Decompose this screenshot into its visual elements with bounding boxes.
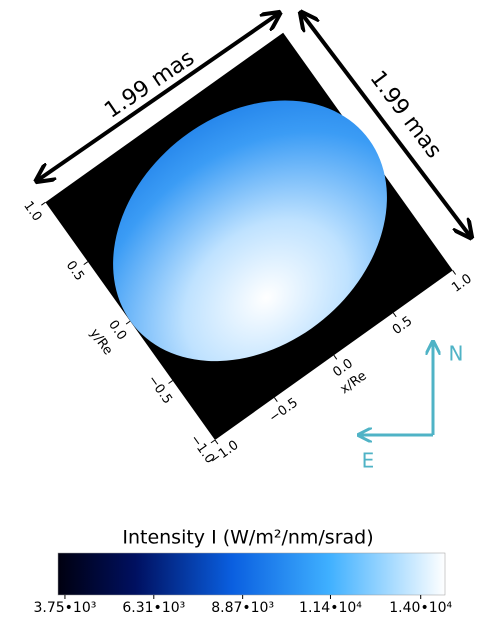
y-tick: [168, 380, 173, 384]
y-tick: [125, 320, 131, 325]
y-tick-label: −0.5: [144, 373, 175, 407]
x-tick: [333, 354, 338, 360]
x-tick: [452, 270, 457, 275]
x-tick-label: 0.5: [390, 314, 416, 338]
y-tick-label: 1.0: [20, 199, 44, 225]
north-label: N: [449, 342, 464, 366]
colorbar-tick-label: 1.40•10⁴: [389, 600, 452, 616]
x-tick: [214, 439, 219, 445]
colorbar-tick-label: 8.87•10³: [211, 600, 274, 616]
y-tick-label: 0.5: [63, 258, 87, 284]
x-tick: [392, 312, 397, 318]
east-label: E: [362, 449, 375, 473]
x-tick-label: 1.0: [449, 271, 475, 295]
colorbar-tick-label: 6.31•10³: [122, 600, 185, 616]
colorbar-tick-label: 3.75•10³: [34, 600, 97, 616]
plot-area: −1.0−0.50.00.51.0−1.0−0.50.00.51.0x/Rey/…: [20, 32, 475, 468]
y-tick: [210, 439, 216, 444]
size-arrow: [38, 14, 278, 180]
x-tick: [274, 397, 278, 402]
x-tick-label: −0.5: [267, 395, 301, 426]
colorbar-tick-label: 1.14•10⁴: [299, 600, 362, 616]
y-tick: [41, 201, 46, 206]
colorbar: [57, 552, 446, 596]
size-arrow: [302, 14, 470, 236]
colorbar-title: Intensity I (W/m²/nm/srad): [122, 527, 373, 549]
y-tick: [83, 261, 89, 266]
